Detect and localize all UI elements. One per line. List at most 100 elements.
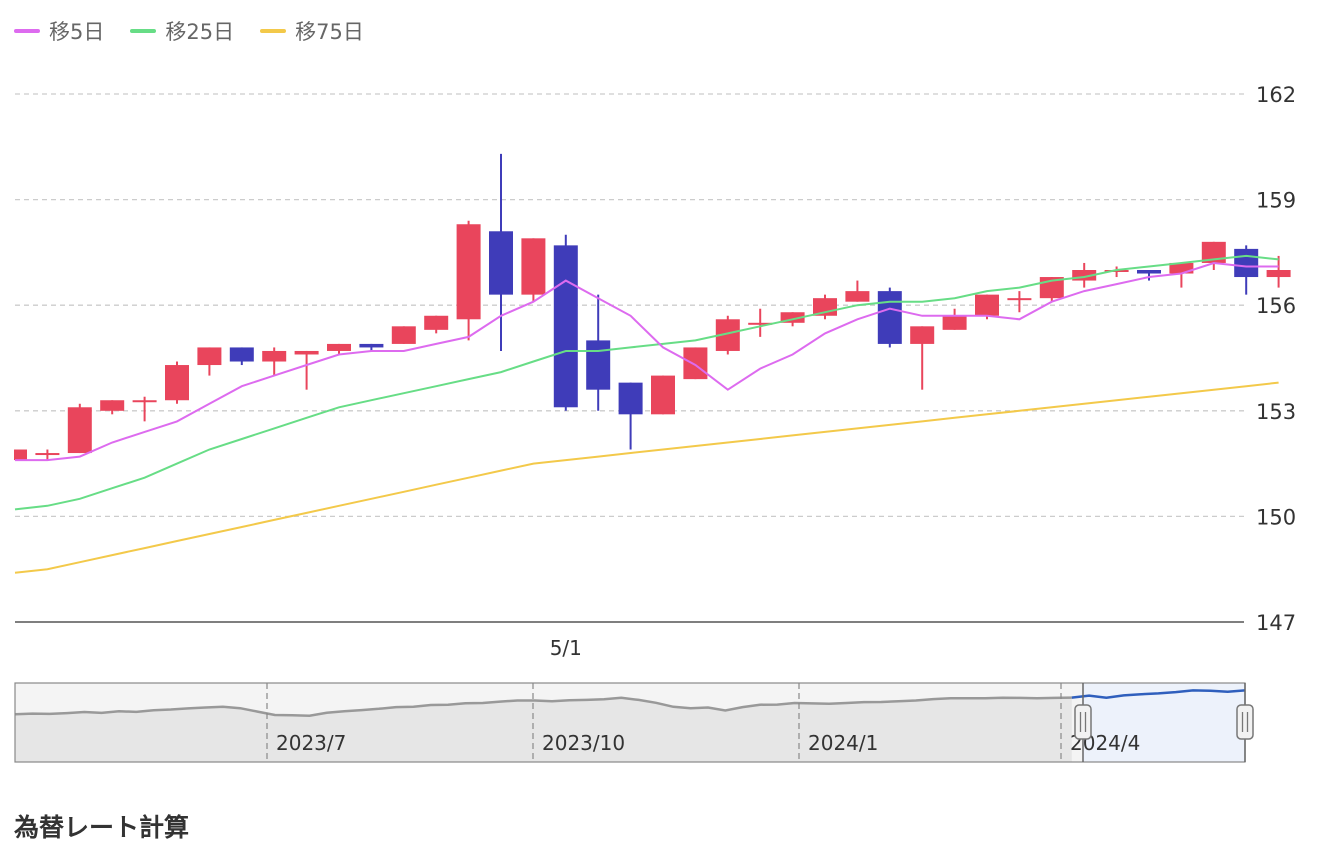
- y-tick-label: 159: [1256, 189, 1296, 213]
- candle-body: [877, 291, 902, 344]
- candle-body: [132, 400, 157, 403]
- candle: [1201, 241, 1226, 270]
- y-tick-label: 162: [1256, 83, 1296, 107]
- candle-body: [197, 347, 222, 366]
- candle: [683, 347, 708, 380]
- section-title: 為替レート計算: [14, 813, 190, 842]
- candle: [197, 347, 222, 376]
- candle-body: [15, 449, 27, 461]
- candle: [391, 326, 416, 344]
- candle-body: [910, 326, 935, 344]
- navigator-handle[interactable]: [1236, 704, 1254, 740]
- candle: [1266, 255, 1291, 288]
- candle-body: [35, 453, 60, 456]
- legend-label: 移5日: [49, 20, 105, 44]
- navigator-label: 2024/1: [808, 731, 878, 755]
- candle-body: [521, 238, 546, 295]
- legend-label: 移75日: [295, 20, 364, 44]
- candle-body: [1201, 241, 1226, 263]
- legend-swatch: [260, 29, 287, 33]
- candle: [67, 403, 92, 454]
- candle-body: [1007, 298, 1032, 301]
- candle: [553, 234, 578, 411]
- candlestick-chart: 147 150 153 156 159 162 5/1: [14, 83, 1296, 660]
- candle: [1137, 270, 1161, 281]
- candle: [845, 280, 870, 302]
- candle-body: [1169, 262, 1194, 274]
- candle-body: [1072, 270, 1097, 281]
- candle-body: [1266, 270, 1291, 278]
- candle-body: [489, 231, 513, 295]
- candle-body: [942, 315, 967, 330]
- candle-body: [424, 315, 449, 330]
- candle-body: [553, 245, 578, 408]
- legend-item[interactable]: 移75日: [260, 16, 364, 46]
- candle-body: [748, 322, 773, 325]
- ma75-line: [14, 381, 1279, 574]
- candle: [165, 361, 189, 404]
- candle-body: [780, 312, 805, 323]
- navigator-handle[interactable]: [1074, 704, 1092, 740]
- candle: [877, 287, 902, 348]
- candle: [424, 315, 449, 334]
- navigator-selected-line: [1071, 689, 1246, 700]
- chart-legend: 移5日 移25日 移75日: [14, 16, 364, 46]
- candle-body: [975, 294, 999, 316]
- candle-body: [618, 382, 643, 415]
- y-tick-label: 150: [1256, 505, 1296, 529]
- navigator-line: [14, 696, 1072, 717]
- candle-body: [165, 365, 189, 401]
- ma5-line: [15, 261, 1279, 462]
- candle: [1072, 262, 1097, 288]
- navigator-area: [15, 697, 1072, 762]
- candle-body: [327, 343, 351, 351]
- candle-body: [100, 400, 125, 411]
- navigator-label: 2023/7: [276, 731, 346, 755]
- y-tick-label: 156: [1256, 294, 1296, 318]
- candle: [132, 396, 157, 422]
- candle: [262, 347, 287, 376]
- candle: [35, 449, 60, 461]
- legend-swatch: [130, 29, 157, 33]
- candle: [910, 326, 935, 390]
- candle: [229, 347, 254, 366]
- candle: [489, 153, 513, 351]
- candle-body: [683, 347, 708, 380]
- candle: [618, 382, 643, 450]
- candle-body: [294, 350, 319, 355]
- candle-body: [359, 343, 384, 348]
- candle: [1007, 291, 1032, 313]
- candle: [327, 343, 351, 355]
- handle-grip: [1074, 704, 1092, 740]
- candle-body: [67, 407, 92, 454]
- candle: [586, 294, 611, 411]
- candle-body: [229, 347, 254, 362]
- candle: [456, 220, 481, 341]
- candle: [1234, 245, 1259, 295]
- candle-body: [262, 350, 287, 362]
- legend-item[interactable]: 移5日: [14, 16, 104, 46]
- legend-item[interactable]: 移25日: [130, 16, 234, 46]
- y-tick-label: 153: [1256, 400, 1296, 424]
- candle-body: [1137, 270, 1161, 274]
- candle: [359, 343, 384, 351]
- candle: [748, 308, 773, 337]
- candle: [14, 449, 27, 461]
- ma25-line: [14, 254, 1279, 511]
- legend-label: 移25日: [165, 20, 235, 44]
- candle-body: [391, 326, 416, 344]
- candle-body: [1234, 248, 1259, 278]
- candle-body: [586, 340, 611, 390]
- candle-body: [456, 224, 481, 320]
- handle-grip: [1236, 704, 1254, 740]
- x-tick-label: 5/1: [550, 636, 582, 660]
- candle: [100, 400, 125, 415]
- candle: [651, 375, 675, 415]
- y-tick-label: 147: [1256, 611, 1296, 635]
- legend-swatch: [14, 29, 40, 33]
- candle: [294, 350, 319, 390]
- candle: [521, 238, 546, 302]
- candle: [1169, 262, 1194, 288]
- navigator-label: 2023/10: [542, 731, 625, 755]
